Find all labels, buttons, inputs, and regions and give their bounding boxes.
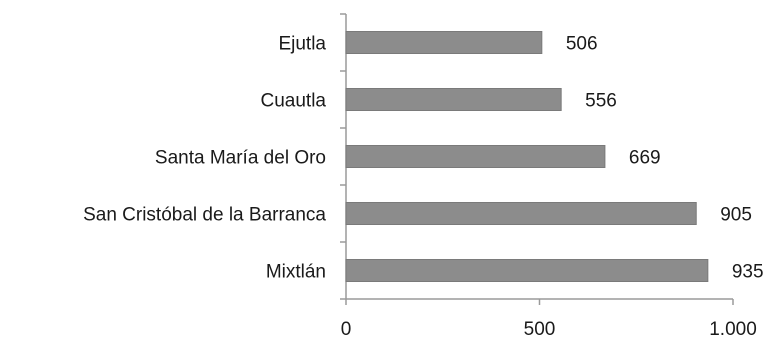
category-label-santa-maria-del-oro: Santa María del Oro: [155, 148, 326, 169]
x-tick-labels: 0 500 1.000: [341, 319, 757, 340]
bar-san-cristobal-de-la-barranca: [345, 202, 697, 225]
bar-ejutla: [345, 31, 543, 54]
category-label-mixtlan: Mixtlán: [266, 262, 326, 283]
category-label-san-cristobal-de-la-barranca: San Cristóbal de la Barranca: [83, 205, 326, 226]
category-label-ejutla: Ejutla: [278, 34, 326, 55]
value-label-mixtlan: 935: [732, 262, 764, 283]
bar-cuautla: [345, 88, 562, 111]
value-label-cuautla: 556: [585, 91, 617, 112]
value-label-san-cristobal-de-la-barranca: 905: [720, 205, 752, 226]
bar-santa-maria-del-oro: [345, 145, 606, 168]
bars: [345, 31, 709, 282]
value-labels: 506 556 669 905 935: [566, 34, 764, 283]
value-label-ejutla: 506: [566, 34, 598, 55]
category-labels: Ejutla Cuautla Santa María del Oro San Cris…: [83, 34, 326, 283]
value-label-santa-maria-del-oro: 669: [629, 148, 661, 169]
bar-mixtlan: [345, 259, 709, 282]
category-label-cuautla: Cuautla: [261, 91, 327, 112]
x-tick-label-1: 500: [524, 319, 556, 340]
x-tick-label-2: 1.000: [709, 319, 757, 340]
x-tick-label-0: 0: [341, 319, 352, 340]
